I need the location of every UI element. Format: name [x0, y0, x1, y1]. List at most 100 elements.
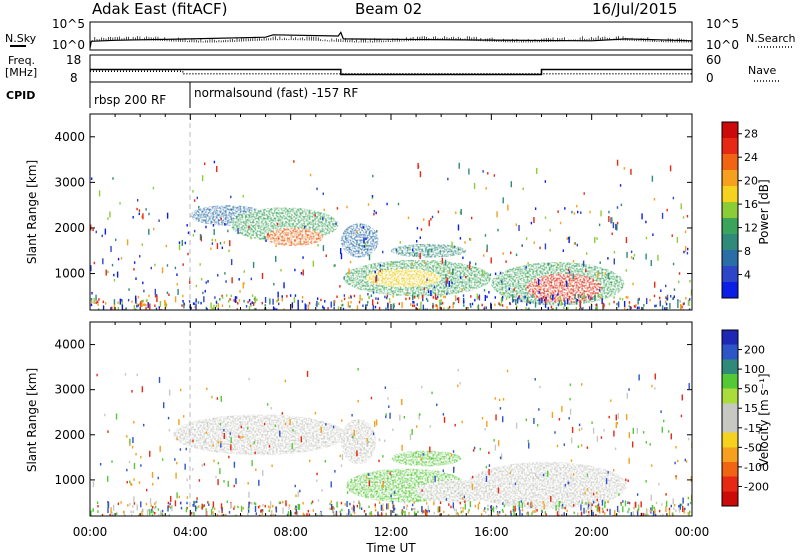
- scatter-point: [166, 291, 169, 295]
- scatter-point: [386, 296, 388, 300]
- scatter-point: [308, 513, 311, 516]
- scatter-point: [623, 300, 626, 307]
- scatter-point: [470, 305, 472, 308]
- scatter-point: [192, 302, 195, 305]
- scatter-point: [212, 501, 215, 508]
- scatter-point: [132, 437, 134, 444]
- scatter-point: [460, 510, 463, 514]
- scatter-point: [178, 241, 181, 244]
- scatter-point: [559, 221, 562, 225]
- scatter-point: [194, 500, 197, 504]
- scatter-point: [483, 289, 486, 292]
- scatter-point: [462, 294, 465, 297]
- scatter-point: [293, 448, 295, 452]
- scatter-point: [233, 505, 236, 509]
- scatter-point: [409, 433, 412, 440]
- scatter-point: [418, 413, 420, 420]
- scatter-point: [452, 502, 455, 509]
- scatter-point: [602, 510, 604, 513]
- scatter-point: [349, 502, 351, 506]
- scatter-point: [689, 501, 692, 505]
- scatter-point: [426, 308, 428, 310]
- scatter-point: [136, 504, 138, 511]
- scatter-point: [113, 304, 116, 310]
- scatter-point: [311, 500, 314, 504]
- scatter-point: [133, 268, 135, 271]
- scatter-point: [411, 262, 414, 266]
- scatter-point: [431, 248, 433, 252]
- scatter-point: [420, 457, 422, 461]
- scatter-point: [573, 242, 576, 245]
- scatter-point: [293, 160, 295, 163]
- scatter-point: [202, 291, 204, 295]
- scatter-point: [346, 491, 349, 494]
- scatter-point: [461, 497, 464, 500]
- scatter-point: [111, 460, 113, 463]
- scatter-point: [539, 385, 541, 389]
- scatter-point: [425, 297, 428, 301]
- scatter-point: [197, 505, 200, 508]
- scatter-point: [385, 307, 387, 310]
- scatter-point: [378, 501, 381, 504]
- scatter-point: [419, 413, 421, 416]
- scatter-point: [154, 505, 157, 509]
- scatter-point: [688, 437, 690, 441]
- scatter-point: [242, 507, 245, 510]
- scatter-point: [558, 507, 560, 514]
- scatter-point: [141, 510, 143, 516]
- scatter-point: [562, 506, 564, 509]
- scatter-point: [187, 252, 189, 256]
- scatter-point: [614, 447, 617, 451]
- scatter-point: [340, 464, 343, 467]
- scatter-point: [387, 302, 389, 309]
- scatter-point: [211, 238, 213, 242]
- scatter-point: [413, 304, 416, 308]
- scatter-point: [181, 239, 184, 246]
- scatter-point: [443, 510, 445, 514]
- scatter-point: [471, 483, 474, 490]
- scatter-point: [292, 428, 294, 432]
- scatter-point: [446, 292, 448, 296]
- colorbar-tick-label: -200: [744, 480, 769, 493]
- scatter-point: [433, 285, 436, 289]
- scatter-point: [420, 301, 422, 304]
- scatter-point: [340, 501, 343, 505]
- scatter-point: [476, 293, 479, 300]
- scatter-point: [459, 276, 462, 279]
- scatter-point: [422, 453, 424, 456]
- scatter-point: [671, 234, 673, 237]
- scatter-point: [451, 281, 453, 285]
- scatter-point: [634, 501, 637, 508]
- scatter-point: [417, 296, 420, 300]
- scatter-point: [390, 263, 392, 267]
- scatter-point: [680, 203, 682, 210]
- scatter-point: [388, 405, 390, 408]
- scatter-point: [91, 300, 93, 304]
- scatter-point: [678, 272, 681, 275]
- noise-right-tick-bottom: 10^0: [706, 38, 739, 52]
- scatter-point: [213, 304, 215, 310]
- scatter-point: [142, 299, 144, 303]
- scatter-point: [567, 481, 570, 485]
- scatter-point: [334, 309, 336, 310]
- scatter-point: [319, 511, 322, 516]
- scatter-point: [266, 403, 269, 406]
- scatter-point: [212, 224, 215, 227]
- scatter-point: [283, 308, 285, 310]
- scatter-point: [416, 499, 418, 502]
- scatter-point: [140, 455, 142, 459]
- scatter-point: [180, 506, 183, 510]
- scatter-point: [133, 478, 135, 481]
- scatter-point: [586, 446, 589, 449]
- scatter-point: [443, 295, 445, 299]
- freq-unit-label: [MHz]: [5, 66, 37, 79]
- scatter-point: [143, 423, 145, 427]
- velocity-echo-regions: [172, 414, 627, 510]
- scatter-point: [539, 246, 541, 250]
- scatter-point: [616, 302, 618, 306]
- scatter-point: [197, 301, 200, 304]
- scatter-point: [582, 306, 585, 310]
- scatter-point: [247, 507, 250, 510]
- scatter-point: [497, 440, 500, 447]
- scatter-point: [615, 514, 617, 516]
